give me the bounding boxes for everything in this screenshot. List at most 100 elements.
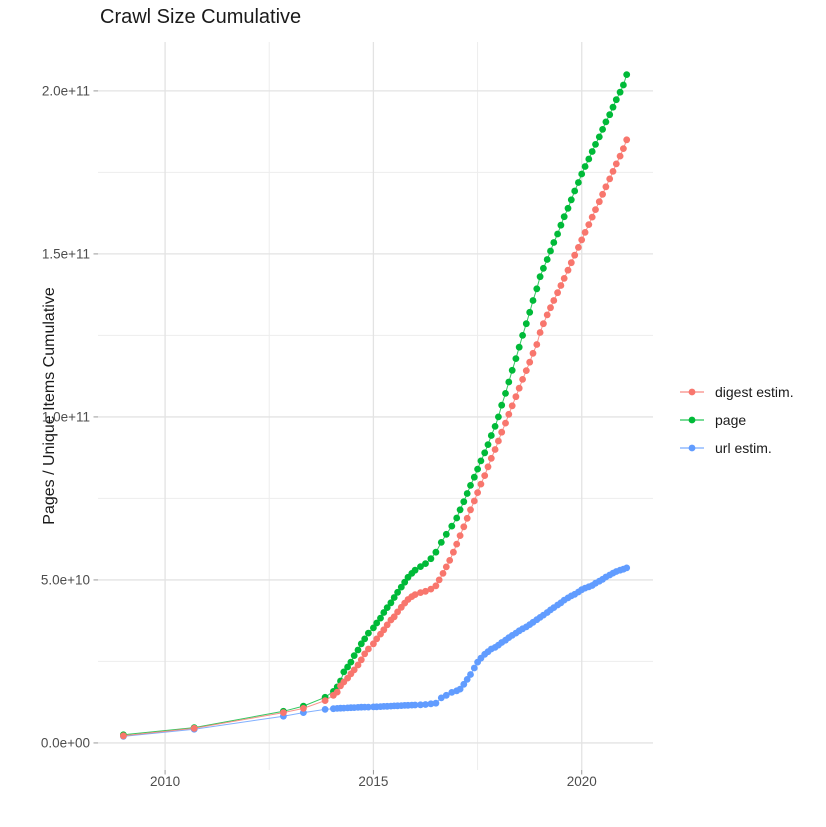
data-point-page xyxy=(390,594,398,601)
data-point-page xyxy=(606,111,614,119)
data-point-digest estim. xyxy=(550,297,558,304)
data-point-digest estim. xyxy=(502,419,509,427)
data-point-page xyxy=(571,187,579,195)
data-point-url estim. xyxy=(460,680,468,688)
data-point-page xyxy=(370,624,377,632)
data-point-page xyxy=(602,118,610,126)
data-point-page xyxy=(380,609,388,616)
data-point-digest estim. xyxy=(411,591,419,598)
data-point-digest estim. xyxy=(300,705,307,712)
data-point-page xyxy=(620,81,627,89)
data-point-digest estim. xyxy=(357,656,365,664)
data-point-page xyxy=(460,498,468,506)
data-point-digest estim. xyxy=(588,213,596,221)
data-point-digest estim. xyxy=(592,206,599,214)
data-point-digest estim. xyxy=(487,454,495,462)
data-point-digest estim. xyxy=(554,289,561,297)
data-point-page xyxy=(547,247,554,255)
data-point-page xyxy=(623,71,631,78)
data-point-digest estim. xyxy=(446,557,454,564)
data-point-digest estim. xyxy=(519,376,526,383)
series-line-url estim. xyxy=(123,567,627,737)
data-point-digest estim. xyxy=(120,732,127,740)
data-point-page xyxy=(495,413,502,421)
data-point-url estim. xyxy=(417,701,424,709)
data-point-page xyxy=(463,490,471,497)
x-tick-label-2015: 2015 xyxy=(358,774,388,789)
data-point-page xyxy=(554,230,561,238)
data-point-url estim. xyxy=(463,676,471,683)
data-point-digest estim. xyxy=(512,393,520,401)
data-point-page xyxy=(609,103,617,111)
data-point-page xyxy=(557,221,565,229)
data-point-digest estim. xyxy=(609,168,617,175)
data-point-digest estim. xyxy=(498,428,506,436)
data-point-page xyxy=(612,96,620,104)
data-point-digest estim. xyxy=(564,266,572,274)
data-point-page xyxy=(581,163,589,170)
data-point-digest estim. xyxy=(422,587,429,595)
data-point-page xyxy=(595,133,603,141)
data-point-digest estim. xyxy=(435,576,443,584)
data-point-digest estim. xyxy=(543,311,551,319)
data-point-digest estim. xyxy=(599,190,606,198)
data-point-digest estim. xyxy=(470,497,478,505)
data-point-digest estim. xyxy=(354,661,362,669)
data-point-digest estim. xyxy=(361,650,369,658)
data-point-page xyxy=(487,432,495,439)
data-point-url estim. xyxy=(321,706,329,713)
data-point-digest estim. xyxy=(321,697,329,704)
data-point-page xyxy=(365,629,372,637)
data-point-digest estim. xyxy=(432,582,440,590)
data-point-page xyxy=(453,514,461,522)
data-point-digest estim. xyxy=(394,608,401,616)
data-point-digest estim. xyxy=(484,463,492,471)
data-point-page xyxy=(543,256,551,263)
data-point-digest estim. xyxy=(450,548,457,556)
data-point-digest estim. xyxy=(575,244,582,251)
data-point-page xyxy=(354,646,362,654)
data-point-url estim. xyxy=(467,671,474,678)
data-point-page xyxy=(411,566,419,574)
data-point-page xyxy=(564,204,572,212)
legend-key-url-icon xyxy=(680,444,704,452)
legend-item-url-estim: url estim. xyxy=(678,434,794,462)
legend-item-page: page xyxy=(678,406,794,434)
data-point-page xyxy=(417,563,424,570)
data-point-digest estim. xyxy=(515,384,523,392)
data-point-digest estim. xyxy=(612,160,620,168)
data-point-digest estim. xyxy=(460,523,468,531)
data-point-url estim. xyxy=(470,664,478,672)
data-point-page xyxy=(505,378,513,386)
data-point-digest estim. xyxy=(383,621,391,629)
data-point-digest estim. xyxy=(620,145,627,153)
data-point-page xyxy=(401,578,409,586)
data-point-digest estim. xyxy=(540,320,547,328)
chart-title: Crawl Size Cumulative xyxy=(100,6,302,28)
data-point-digest estim. xyxy=(578,236,586,244)
series-line-page xyxy=(123,74,628,736)
data-point-digest estim. xyxy=(477,480,485,488)
data-point-digest estim. xyxy=(616,152,624,160)
data-point-url estim. xyxy=(442,691,450,699)
data-point-digest estim. xyxy=(439,570,447,577)
data-point-digest estim. xyxy=(390,613,398,621)
data-point-page xyxy=(481,449,489,457)
data-point-page xyxy=(526,308,534,316)
y-tick-label-1.0e+11: 1.0e+11 xyxy=(42,409,90,424)
data-point-page xyxy=(357,640,365,648)
data-point-page xyxy=(484,441,492,448)
data-point-digest estim. xyxy=(491,446,499,453)
data-point-digest estim. xyxy=(456,532,464,539)
y-tick-label-1.5e+11: 1.5e+11 xyxy=(42,246,90,261)
data-point-digest estim. xyxy=(463,514,471,522)
data-point-digest estim. xyxy=(442,563,450,571)
data-point-page xyxy=(522,320,530,328)
data-point-url estim. xyxy=(623,564,631,572)
y-tick-label-5.0e+10: 5.0e+10 xyxy=(41,572,90,587)
data-point-page xyxy=(540,264,547,272)
data-point-digest estim. xyxy=(280,709,287,716)
x-tick-label-2010: 2010 xyxy=(150,774,180,789)
data-point-page xyxy=(467,482,474,489)
